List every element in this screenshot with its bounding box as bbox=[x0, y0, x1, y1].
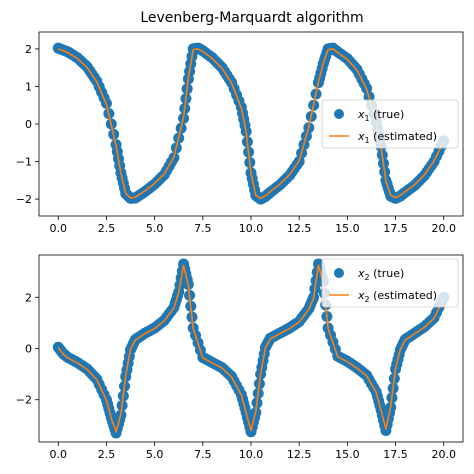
chart-title: Levenberg-Marquardt algorithm bbox=[140, 10, 363, 26]
x-tick-label: 7.5 bbox=[194, 222, 212, 235]
x-tick-label: 5.0 bbox=[146, 448, 164, 461]
x-tick-label: 15.0 bbox=[335, 448, 360, 461]
plot-area bbox=[52, 258, 450, 439]
y-tick-label: 2 bbox=[25, 291, 32, 304]
x-tick-label: 15.0 bbox=[335, 222, 360, 235]
legend-label: x1 (estimated) bbox=[357, 130, 437, 145]
legend-label: x2 (estimated) bbox=[357, 289, 437, 304]
legend-label: x1 (true) bbox=[357, 108, 404, 123]
x-tick-label: 12.5 bbox=[287, 222, 312, 235]
x-tick-label: 17.5 bbox=[383, 222, 408, 235]
x-tick-label: 10.0 bbox=[239, 448, 264, 461]
subplot-2: 0.0 2.5 5.0 7.5 10.0 12.5 15.0 17.5 20.0 −2 0 2 x2 (… bbox=[16, 254, 464, 461]
x-tick-label: 10.0 bbox=[239, 222, 264, 235]
x-tick-label: 2.5 bbox=[98, 222, 116, 235]
x-tick-label: 17.5 bbox=[383, 448, 408, 461]
y-tick-label: −2 bbox=[16, 394, 32, 407]
legend-box bbox=[321, 258, 459, 308]
y-tick-label: −1 bbox=[16, 156, 32, 169]
x-tick-label: 2.5 bbox=[98, 448, 116, 461]
y-tick-label: 0 bbox=[25, 118, 32, 131]
x-tick-label: 5.0 bbox=[146, 222, 164, 235]
legend-marker bbox=[334, 109, 344, 119]
legend-label: x2 (true) bbox=[357, 267, 404, 282]
y-tick-label: 0 bbox=[25, 343, 32, 356]
legend-box bbox=[321, 99, 459, 149]
legend: x1 (true) x1 (estimated) bbox=[321, 99, 459, 149]
series-estimated-line bbox=[57, 264, 445, 433]
series-estimated-line bbox=[57, 48, 445, 200]
x-tick-label: 7.5 bbox=[194, 448, 212, 461]
x-tick-label: 12.5 bbox=[287, 448, 312, 461]
x-tick-label: 20.0 bbox=[431, 222, 456, 235]
y-tick-label: −2 bbox=[16, 193, 32, 206]
legend: x2 (true) x2 (estimated) bbox=[321, 258, 459, 308]
legend-marker bbox=[334, 268, 344, 278]
y-tick-label: 1 bbox=[25, 80, 32, 93]
x-tick-label: 0.0 bbox=[50, 222, 68, 235]
x-tick-label: 0.0 bbox=[50, 448, 68, 461]
x-tick-label: 20.0 bbox=[431, 448, 456, 461]
subplot-1: 0.0 2.5 5.0 7.5 10.0 12.5 15.0 17.5 20.0 −2 −1 0 1 2 x… bbox=[16, 31, 464, 235]
y-tick-label: 2 bbox=[25, 43, 32, 56]
